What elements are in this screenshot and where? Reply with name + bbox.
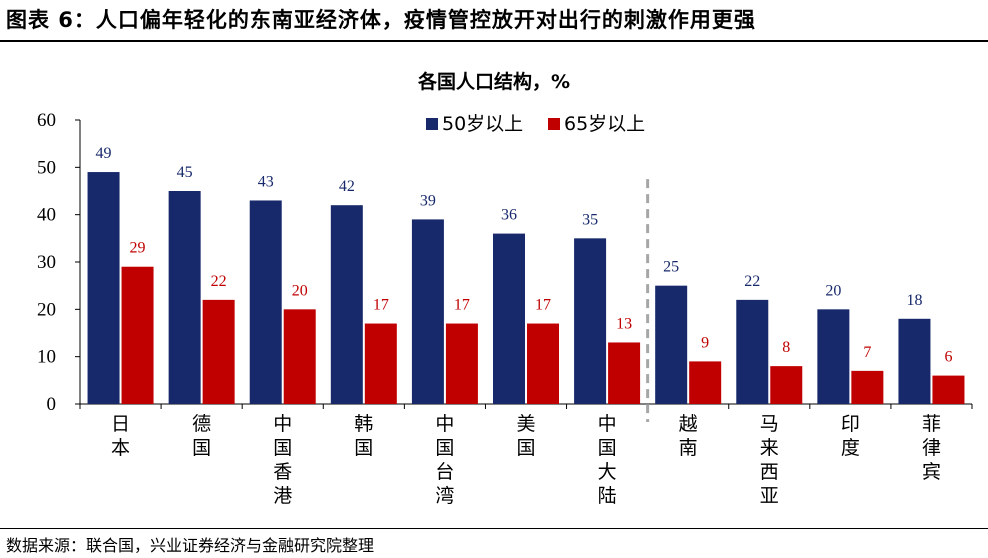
data-label-50plus-2: 43 <box>258 173 274 190</box>
title-rule <box>0 40 988 42</box>
bar-65plus-4 <box>445 323 478 404</box>
source-rule <box>0 528 988 529</box>
data-label-50plus-3: 42 <box>339 178 355 195</box>
y-tick-label: 10 <box>37 347 56 368</box>
bar-50plus-10 <box>898 318 931 404</box>
bar-65plus-7 <box>689 361 722 404</box>
legend-swatch-50plus <box>426 118 438 130</box>
category-label-9: 印度 <box>841 413 860 459</box>
bar-50plus-5 <box>493 233 525 404</box>
y-tick-label: 60 <box>37 110 56 131</box>
bar-65plus-5 <box>527 323 559 404</box>
category-label-6: 中国大陆 <box>598 413 617 507</box>
data-label-50plus-6: 35 <box>582 211 598 228</box>
data-label-65plus-2: 20 <box>292 282 308 299</box>
y-tick-label: 20 <box>37 299 56 320</box>
bar-50plus-8 <box>736 299 769 404</box>
category-label-0: 日本 <box>111 413 130 459</box>
data-label-65plus-3: 17 <box>373 297 389 314</box>
category-label-5: 美国 <box>516 413 535 459</box>
data-label-50plus-9: 20 <box>825 282 841 299</box>
data-label-65plus-0: 29 <box>130 240 146 257</box>
data-label-50plus-10: 18 <box>906 292 922 309</box>
bar-50plus-9 <box>817 309 850 404</box>
y-tick-label: 30 <box>37 252 56 273</box>
data-label-65plus-8: 8 <box>782 339 790 356</box>
bar-65plus-1 <box>202 299 235 404</box>
legend: 50岁以上 65岁以上 <box>426 113 645 135</box>
y-tick-label: 0 <box>47 394 57 415</box>
bar-65plus-3 <box>364 323 397 404</box>
bar-65plus-0 <box>121 266 154 404</box>
data-label-50plus-8: 22 <box>744 273 760 290</box>
data-label-65plus-1: 22 <box>211 273 227 290</box>
data-labels: 49 45 43 42 39 36 35 25 22 20 18 29 22 20 17 17 17 13 9 8 7 6 <box>96 145 953 366</box>
bar-50plus-4 <box>411 219 444 404</box>
bar-50plus-3 <box>330 205 363 404</box>
bar-65plus-9 <box>851 370 884 404</box>
data-label-65plus-10: 6 <box>944 349 952 366</box>
legend-swatch-65plus <box>548 118 560 130</box>
data-label-50plus-5: 36 <box>501 207 517 224</box>
data-label-65plus-7: 9 <box>701 334 709 351</box>
data-label-65plus-9: 7 <box>863 344 871 361</box>
bar-50plus-0 <box>87 172 120 404</box>
category-label-4: 中国台湾 <box>435 413 454 507</box>
bar-50plus-1 <box>168 191 201 404</box>
data-label-50plus-0: 49 <box>96 145 112 162</box>
bar-65plus-2 <box>283 309 316 404</box>
data-label-50plus-7: 25 <box>663 259 679 276</box>
y-tick-label: 50 <box>37 157 56 178</box>
category-label-3: 韩国 <box>354 413 373 459</box>
y-tick-label: 40 <box>37 205 56 226</box>
bar-50plus-6 <box>574 238 607 404</box>
data-label-65plus-5: 17 <box>535 297 551 314</box>
bar-65plus-6 <box>608 342 641 404</box>
bars <box>87 172 965 404</box>
category-labels: 日本 德国 中国香港 韩国 中国台湾 美国 中国大陆 越南 马来西亚 印度 菲律宾 <box>111 413 941 507</box>
chart-title: 各国人口结构，% <box>417 70 570 93</box>
legend-label-65plus: 65岁以上 <box>564 113 645 135</box>
category-label-1: 德国 <box>192 413 211 459</box>
bar-65plus-8 <box>770 366 803 404</box>
source-note: 数据来源：联合国，兴业证券经济与金融研究院整理 <box>6 536 375 555</box>
category-label-8: 马来西亚 <box>760 413 779 507</box>
figure-title: 图表 6：人口偏年轻化的东南亚经济体，疫情管控放开对出行的刺激作用更强 <box>6 8 756 32</box>
data-label-50plus-1: 45 <box>177 164 193 181</box>
legend-label-50plus: 50岁以上 <box>442 113 523 135</box>
data-label-65plus-4: 17 <box>454 297 470 314</box>
category-label-2: 中国香港 <box>273 413 292 507</box>
data-label-65plus-6: 13 <box>616 315 632 332</box>
bar-65plus-10 <box>932 375 965 404</box>
bar-50plus-2 <box>249 200 282 404</box>
bar-50plus-7 <box>655 285 688 404</box>
data-label-50plus-4: 39 <box>420 192 436 209</box>
category-label-7: 越南 <box>679 413 698 459</box>
category-label-10: 菲律宾 <box>922 413 941 483</box>
